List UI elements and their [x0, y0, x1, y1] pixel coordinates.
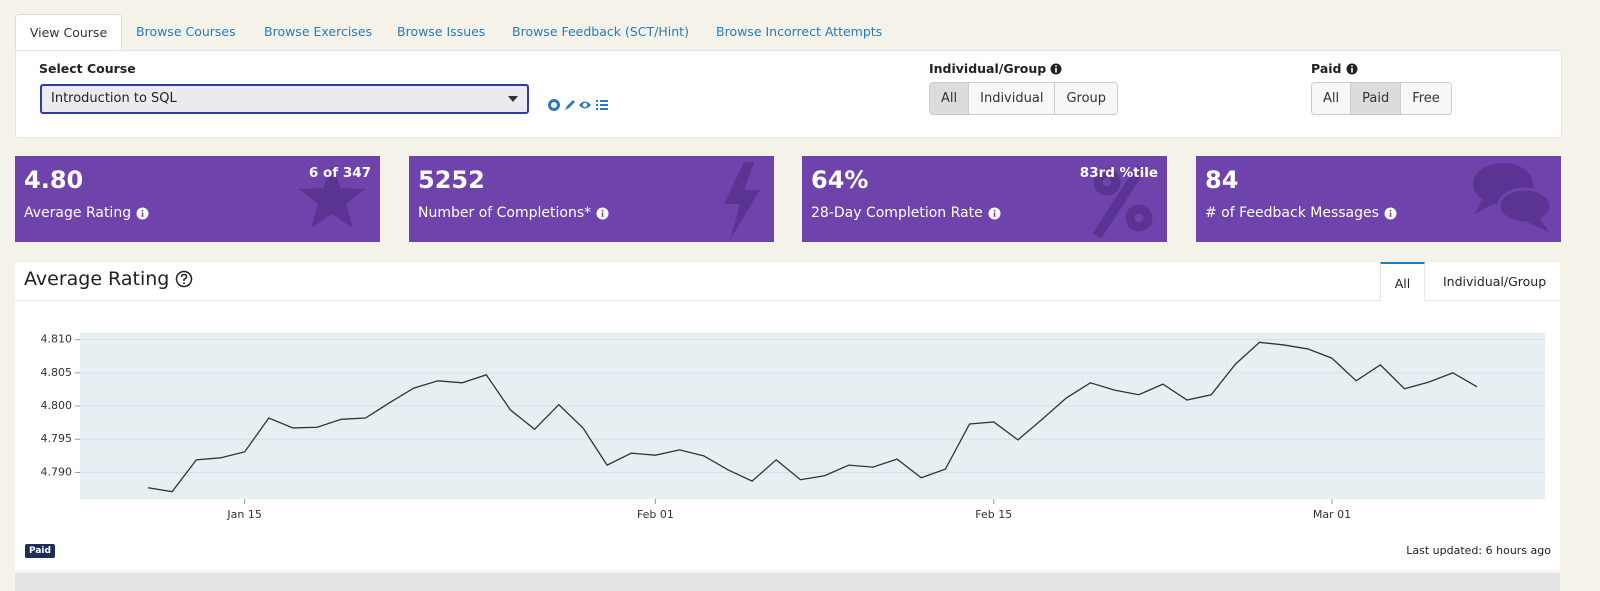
- label-text: 28-Day Completion Rate: [811, 205, 983, 221]
- info-icon[interactable]: [136, 207, 149, 220]
- panel-title: Average Rating: [24, 268, 193, 290]
- label-text: Average Rating: [24, 205, 132, 221]
- label-text: # of Feedback Messages: [1205, 205, 1379, 221]
- stat-card: 84 # of Feedback Messages: [1196, 156, 1561, 242]
- comments-icon: [1473, 163, 1553, 232]
- stat-label: # of Feedback Messages: [1205, 205, 1397, 221]
- option-button[interactable]: Individual: [969, 83, 1056, 114]
- bolt-icon: [724, 162, 760, 240]
- tab[interactable]: Browse Exercises: [264, 24, 373, 39]
- y-tick-label: 4.795: [41, 432, 73, 445]
- plot-area: [80, 333, 1545, 499]
- course-select[interactable]: Introduction to SQL: [40, 84, 529, 114]
- stat-rank: 83rd %tile: [1079, 165, 1158, 181]
- option-button[interactable]: All: [930, 83, 970, 114]
- stat-card: 5252 Number of Completions*: [409, 156, 774, 242]
- option-button[interactable]: All: [1312, 83, 1352, 114]
- stat-card: 4.80 6 of 347 Average Rating: [15, 156, 380, 242]
- y-tick-label: 4.810: [41, 333, 73, 346]
- line: [147, 341, 1478, 493]
- y-tick-label: 4.790: [41, 465, 73, 478]
- stat-label: 28-Day Completion Rate: [811, 205, 1001, 221]
- option-button[interactable]: Group: [1055, 83, 1118, 114]
- stat-label: Number of Completions*: [418, 205, 609, 221]
- label-text: Number of Completions*: [418, 205, 592, 221]
- edit-icon[interactable]: [565, 100, 575, 110]
- x-tick-label: Mar 01: [1313, 508, 1351, 521]
- panel-tab[interactable]: Individual/Group: [1443, 274, 1547, 289]
- stat-rank: 6 of 347: [308, 165, 371, 181]
- updated-text: Last updated: 6 hours ago: [1406, 544, 1551, 557]
- divider: [15, 300, 1560, 301]
- stat-card: 64% 83rd %tile 28-Day Completion Rate: [802, 156, 1167, 242]
- info-icon[interactable]: [1346, 63, 1358, 75]
- tab[interactable]: Browse Issues: [397, 24, 486, 39]
- select-value: Introduction to SQL: [51, 91, 177, 106]
- info-icon[interactable]: [988, 207, 1001, 220]
- group-buttons: All Individual Group: [929, 82, 1119, 115]
- badge: Paid: [25, 544, 55, 558]
- stat-label: Average Rating: [24, 205, 149, 221]
- title-text: Average Rating: [24, 268, 170, 290]
- tab[interactable]: View Course: [15, 14, 122, 52]
- percent-icon: [1092, 165, 1153, 239]
- label-text: Individual/Group: [929, 61, 1047, 76]
- info-icon[interactable]: [1050, 63, 1062, 75]
- option-button[interactable]: Paid: [1351, 83, 1402, 114]
- list-icon[interactable]: [596, 100, 608, 110]
- tab[interactable]: Browse Incorrect Attempts: [716, 24, 883, 39]
- tab[interactable]: Browse Courses: [136, 24, 236, 39]
- info-icon[interactable]: [596, 207, 609, 220]
- filter-label: Select Course: [39, 61, 136, 76]
- stat-value: 5252: [418, 166, 485, 194]
- filter-label: Individual/Group: [929, 61, 1062, 76]
- label-text: Paid: [1311, 61, 1342, 76]
- star-icon: [299, 166, 365, 228]
- paid-buttons: All Paid Free: [1311, 82, 1452, 115]
- help-icon[interactable]: [175, 270, 193, 288]
- stat-value: 4.80: [24, 166, 84, 194]
- x-tick-label: Feb 01: [637, 508, 674, 521]
- tab[interactable]: Browse Feedback (SCT/Hint): [512, 24, 689, 39]
- course-icons: [548, 99, 608, 111]
- stat-value: 84: [1205, 166, 1239, 194]
- filter-label: Paid: [1311, 61, 1358, 76]
- x-tick-label: Jan 15: [226, 508, 261, 521]
- caret: [508, 96, 518, 102]
- option-button[interactable]: Free: [1401, 83, 1451, 114]
- info-icon[interactable]: [1384, 207, 1397, 220]
- y-tick-label: 4.800: [41, 399, 73, 412]
- stat-value: 64%: [811, 166, 869, 194]
- next-panel-edge: [15, 573, 1560, 591]
- y-tick-label: 4.805: [41, 366, 73, 379]
- x-tick-label: Feb 15: [975, 508, 1012, 521]
- filter-panel: Select Course Introduction to SQL Indivi…: [15, 50, 1562, 138]
- label-text: Select Course: [39, 61, 136, 76]
- panel-tab[interactable]: All: [1380, 262, 1425, 301]
